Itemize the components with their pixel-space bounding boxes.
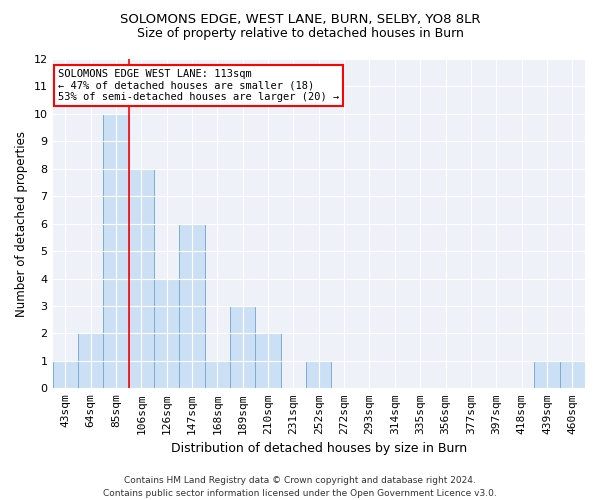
Bar (534, 361, 560, 388)
Bar (103, 114, 128, 388)
X-axis label: Distribution of detached houses by size in Burn: Distribution of detached houses by size … (171, 442, 467, 455)
Text: Size of property relative to detached houses in Burn: Size of property relative to detached ho… (137, 28, 463, 40)
Bar (78, 334, 103, 388)
Bar (205, 361, 230, 388)
Bar (230, 306, 256, 388)
Bar (256, 334, 281, 388)
Text: Contains HM Land Registry data © Crown copyright and database right 2024.
Contai: Contains HM Land Registry data © Crown c… (103, 476, 497, 498)
Text: SOLOMONS EDGE WEST LANE: 113sqm
← 47% of detached houses are smaller (18)
53% of: SOLOMONS EDGE WEST LANE: 113sqm ← 47% of… (58, 69, 339, 102)
Y-axis label: Number of detached properties: Number of detached properties (15, 130, 28, 316)
Text: SOLOMONS EDGE, WEST LANE, BURN, SELBY, YO8 8LR: SOLOMONS EDGE, WEST LANE, BURN, SELBY, Y… (120, 12, 480, 26)
Bar (154, 278, 179, 388)
Bar (128, 169, 154, 388)
Bar (179, 224, 205, 388)
Bar (53, 361, 78, 388)
Bar (560, 361, 585, 388)
Bar (306, 361, 331, 388)
